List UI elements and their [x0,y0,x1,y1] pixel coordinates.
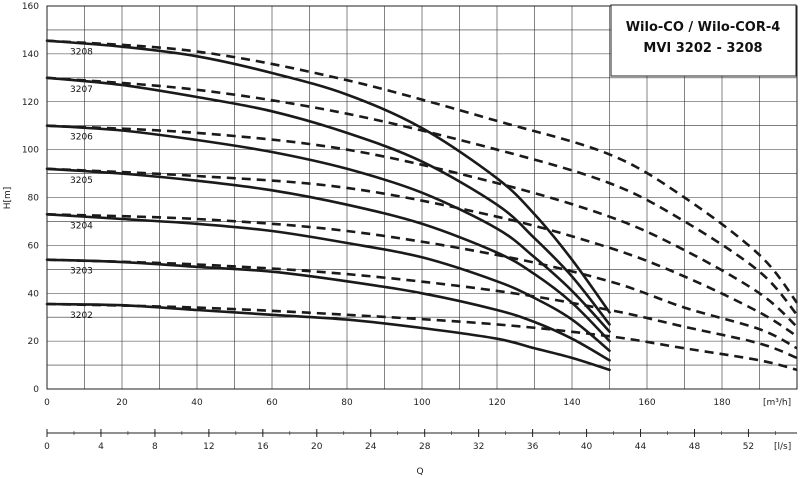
x-tick-label: 80 [341,398,353,408]
x2-tick-label: 0 [44,442,50,452]
x2-tick-label: 32 [473,442,484,452]
series-3206-dashed-line [46,124,798,328]
x-tick-label: 60 [266,398,278,408]
y-tick-label: 80 [28,194,40,204]
x2-tick-label: 20 [311,442,323,452]
series-label-3203: 3203 [70,267,93,277]
series-label-3206: 3206 [70,133,93,143]
y-tick-label: 0 [33,385,39,395]
series-3203-dashed-line [46,258,798,360]
y-tick-label: 20 [28,337,40,347]
x-tick-label: 140 [563,398,580,408]
x-unit-label: [m³/h] [763,398,791,408]
x-axis-title: Q [416,467,423,477]
x2-tick-label: 36 [527,442,539,452]
series-3207-dashed-line [46,76,798,316]
series-3204-solid-line [45,213,611,352]
x-tick-label: 40 [191,398,203,408]
series-3205-dashed-line [46,167,798,338]
y-axis-label: H[m] [3,187,13,210]
series-3206-solid-line [45,124,611,333]
title-box-frame [610,4,797,77]
series-3208-dashed-line [46,39,799,304]
x2-tick-label: 52 [743,442,754,452]
series-3202-dashed-line [46,302,798,372]
series-label-3204: 3204 [70,221,93,231]
x-tick-label: 20 [116,398,128,408]
y-tick-label: 60 [28,241,40,251]
y-tick-label: 120 [22,98,39,108]
x2-tick-label: 28 [419,442,431,452]
series-3205-solid-line [45,167,611,343]
x2-tick-label: 8 [152,442,158,452]
y-tick-label: 160 [22,2,39,12]
curve-layer [45,39,799,372]
plot-frame [46,5,798,390]
x-tick-label: 120 [488,398,505,408]
x2-tick-label: 24 [365,442,377,452]
x-tick-label: 160 [638,398,655,408]
series-label-3207: 3207 [70,85,93,95]
x2-tick-label: 48 [689,442,701,452]
series-3202-solid-line [45,302,611,372]
series-3204-dashed-line [46,213,798,350]
series-label-3208: 3208 [70,48,93,58]
x2-tick-label: 16 [257,442,269,452]
y-tick-label: 100 [22,146,39,156]
title-line-1: Wilo-CO / Wilo-COR-4 [626,20,781,35]
series-3207-solid-line [45,76,611,326]
x-tick-label: 100 [413,398,430,408]
y-tick-label: 40 [28,289,40,299]
title-box: Wilo-CO / Wilo-COR-4 MVI 3202 - 3208 [610,4,797,77]
series-label-3202: 3202 [70,311,93,321]
series-label-3205: 3205 [70,176,93,186]
y-tick-label: 140 [22,50,39,60]
x2-tick-label: 44 [635,442,647,452]
x2-tick-label: 4 [98,442,104,452]
x2-unit-label: [l/s] [774,442,791,452]
series-3208-solid-line [45,39,611,314]
x-tick-label: 0 [44,398,50,408]
x2-tick-label: 40 [581,442,593,452]
series-3203-solid-line [45,258,611,362]
x2-tick-label: 12 [203,442,214,452]
x-tick-label: 180 [713,398,730,408]
title-line-2: MVI 3202 - 3208 [643,41,762,56]
